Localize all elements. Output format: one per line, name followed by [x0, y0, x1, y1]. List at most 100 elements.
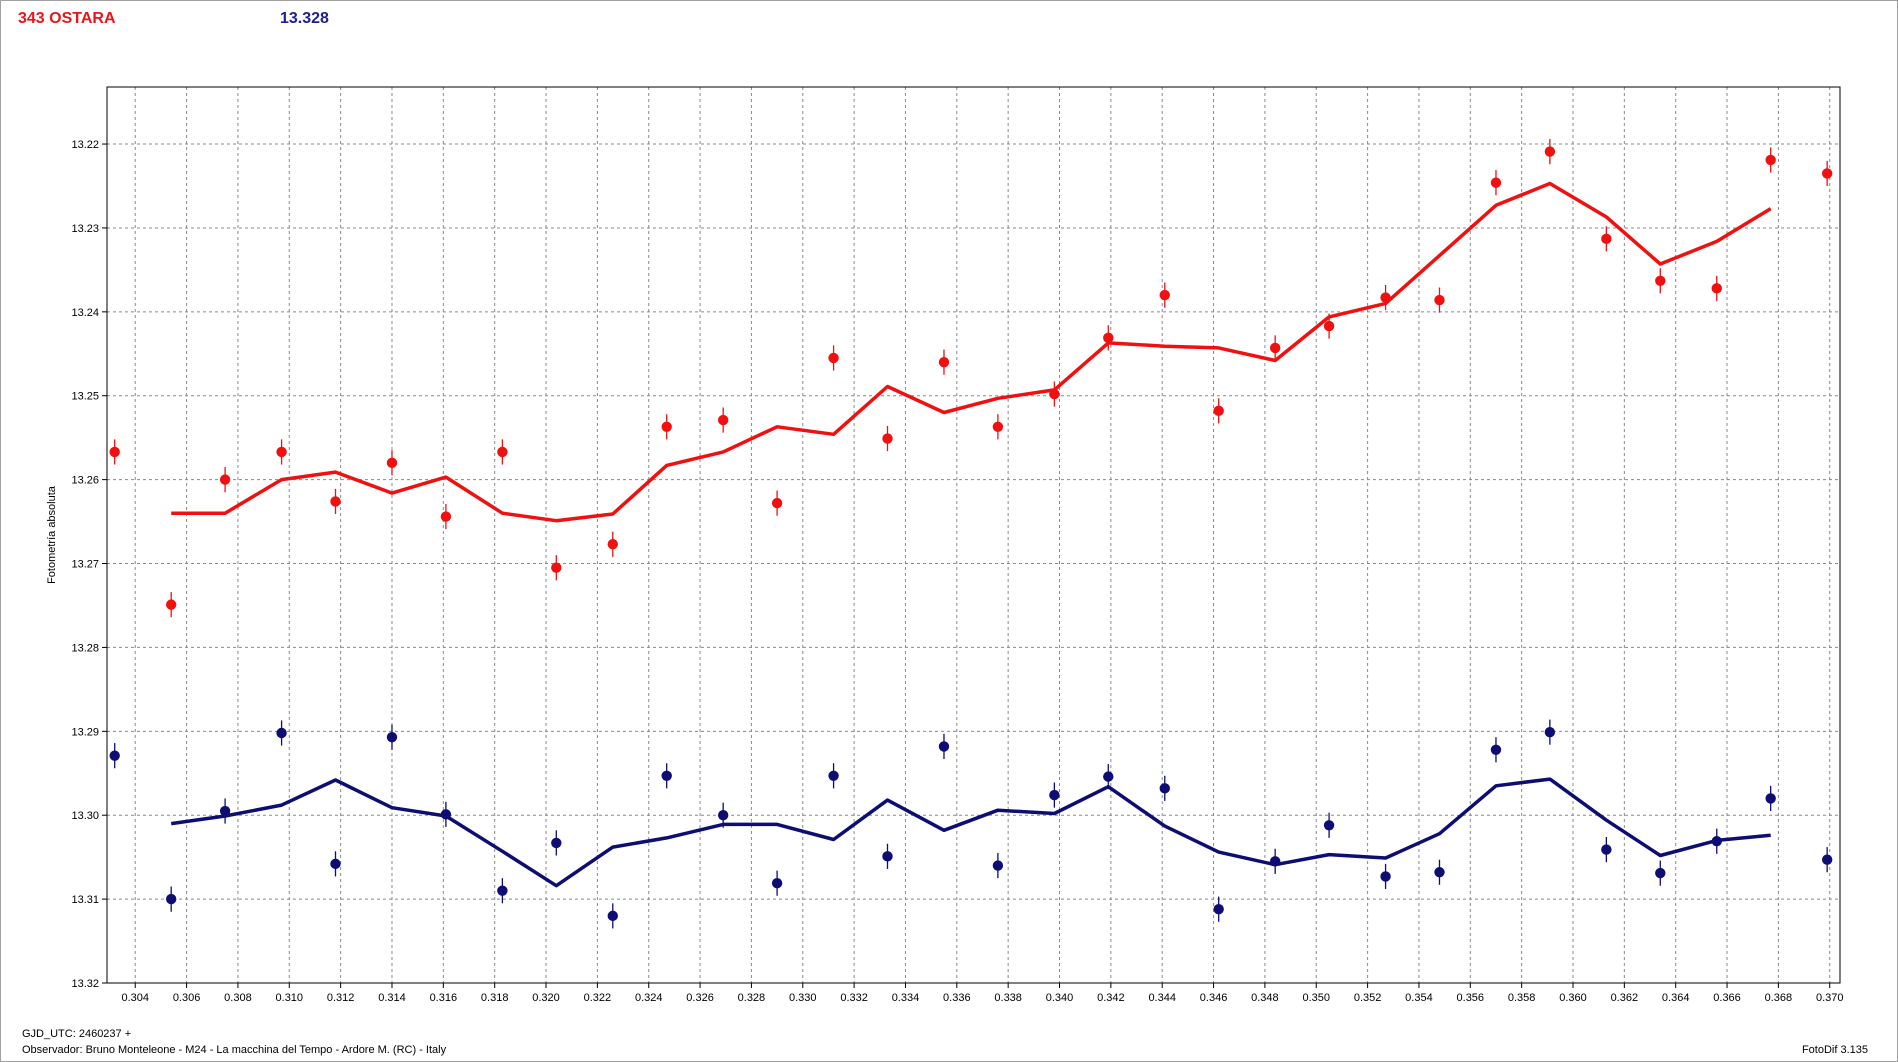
data-point — [1159, 783, 1170, 794]
data-point — [219, 474, 231, 485]
data-point — [1601, 844, 1612, 855]
data-point — [717, 414, 729, 426]
data-point — [882, 433, 893, 444]
y-tick-label: 13.31 — [71, 894, 99, 906]
data-point — [1159, 289, 1170, 301]
data-point — [1544, 726, 1556, 738]
data-point — [551, 562, 562, 573]
magnitude-value: 13.328 — [280, 10, 329, 27]
x-tick-label: 0.318 — [481, 992, 509, 1004]
data-point — [219, 805, 231, 817]
software-version: FotoDif 3.135 — [1801, 1044, 1868, 1056]
data-point — [109, 446, 120, 458]
x-tick-label: 0.312 — [327, 992, 355, 1004]
data-point — [1049, 388, 1060, 400]
data-point — [1490, 744, 1502, 755]
y-tick-label: 13.29 — [71, 726, 99, 738]
y-tick-label: 13.22 — [71, 139, 99, 151]
fit-line-1 — [171, 181, 1772, 523]
data-point — [165, 599, 177, 610]
axis-ticks: 0.304 0.306 0.308 0.310 0.312 0.314 0.316 0.318… — [71, 139, 1843, 1004]
x-tick-label: 0.352 — [1354, 992, 1382, 1004]
y-tick-label: 13.24 — [71, 307, 99, 319]
series — [109, 139, 1833, 929]
x-tick-label: 0.328 — [738, 992, 766, 1004]
fit-line-2 — [170, 777, 1771, 888]
data-point — [440, 809, 452, 820]
x-tick-label: 0.316 — [430, 992, 458, 1004]
data-point — [1323, 820, 1335, 831]
x-tick-label: 0.340 — [1046, 992, 1074, 1004]
y-tick-label: 13.30 — [71, 810, 99, 822]
data-point — [1269, 342, 1281, 354]
x-tick-label: 0.362 — [1611, 992, 1639, 1004]
data-point — [1765, 793, 1776, 804]
data-point — [607, 910, 618, 922]
x-tick-label: 0.310 — [276, 992, 304, 1004]
x-tick-label: 0.332 — [840, 992, 868, 1004]
data-point — [1711, 283, 1722, 294]
data-point — [276, 446, 287, 458]
plot-area — [106, 86, 1841, 984]
x-tick-label: 0.354 — [1405, 992, 1433, 1004]
data-point — [828, 352, 839, 364]
grid — [107, 87, 1840, 983]
data-point — [661, 421, 672, 432]
y-axis-label: Fotometría absoluta — [46, 485, 58, 584]
data-point — [1380, 292, 1391, 303]
x-tick-label: 0.308 — [224, 992, 252, 1004]
data-point — [1103, 771, 1114, 782]
data-point — [551, 837, 562, 849]
x-tick-label: 0.370 — [1816, 992, 1844, 1004]
x-tick-label: 0.320 — [532, 992, 560, 1004]
x-tick-label: 0.326 — [686, 992, 714, 1004]
gjd-reference: GJD_UTC: 2460237 + — [22, 1028, 132, 1040]
y-tick-label: 13.25 — [71, 391, 99, 403]
x-tick-label: 0.350 — [1302, 992, 1330, 1004]
x-tick-label: 0.364 — [1662, 992, 1690, 1004]
data-point — [938, 741, 950, 752]
x-tick-label: 0.356 — [1457, 992, 1485, 1004]
x-tick-label: 0.330 — [789, 992, 817, 1004]
object-title: 343 OSTARA — [18, 10, 116, 27]
x-tick-label: 0.314 — [378, 992, 406, 1004]
y-tick-label: 13.23 — [71, 223, 99, 235]
data-point — [1490, 177, 1502, 188]
data-point — [828, 770, 839, 781]
data-point — [607, 539, 618, 550]
data-point — [1711, 836, 1722, 847]
x-tick-label: 0.342 — [1097, 992, 1125, 1004]
y-tick-label: 13.28 — [71, 642, 99, 654]
data-point — [1434, 294, 1445, 306]
data-point — [1049, 789, 1060, 801]
data-point — [1434, 867, 1445, 878]
x-tick-label: 0.348 — [1251, 992, 1279, 1004]
data-point — [992, 860, 1004, 871]
x-tick-label: 0.304 — [121, 992, 149, 1004]
data-point — [165, 893, 177, 905]
data-point — [386, 457, 398, 469]
data-point — [1323, 320, 1335, 332]
data-point — [1655, 867, 1666, 879]
data-point — [1821, 168, 1833, 179]
data-point — [771, 877, 783, 889]
data-point — [330, 496, 341, 507]
data-point — [1601, 233, 1612, 245]
data-point — [276, 727, 287, 739]
data-point — [1765, 154, 1776, 166]
data-point — [497, 885, 508, 896]
y-tick-label: 13.32 — [71, 978, 99, 990]
y-tick-label: 13.27 — [71, 559, 99, 571]
data-point — [938, 356, 950, 368]
data-point — [1655, 275, 1666, 286]
data-point — [1544, 146, 1556, 157]
x-tick-label: 0.322 — [584, 992, 612, 1004]
data-point — [661, 770, 672, 781]
data-point — [1213, 903, 1224, 915]
data-point — [717, 810, 729, 821]
x-tick-label: 0.324 — [635, 992, 663, 1004]
data-point — [1103, 332, 1114, 344]
x-tick-label: 0.368 — [1765, 992, 1793, 1004]
series-2 — [109, 719, 1833, 929]
